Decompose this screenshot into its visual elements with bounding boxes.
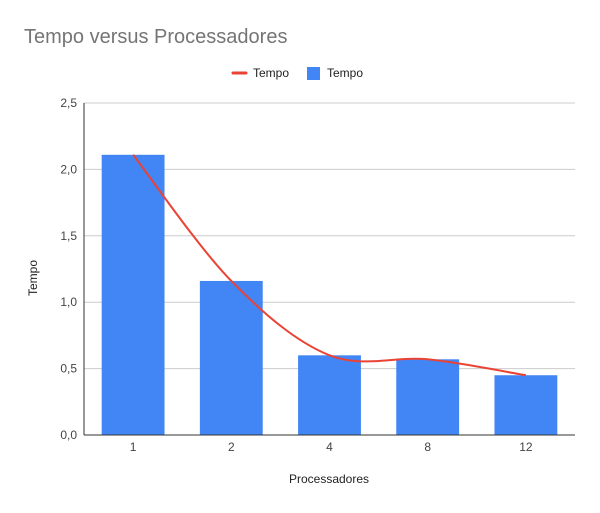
y-tick-label: 1,5 xyxy=(60,229,77,243)
y-tick-label: 2,0 xyxy=(60,162,77,176)
bar-series xyxy=(101,154,558,436)
y-tick-label: 1,0 xyxy=(60,295,77,309)
axes xyxy=(83,103,575,436)
legend-bar-swatch xyxy=(307,67,320,80)
chart-title: Tempo versus Processadores xyxy=(24,26,288,48)
x-tick-label: 12 xyxy=(519,440,533,454)
legend-line-label: Tempo xyxy=(253,66,289,80)
x-tick-label: 8 xyxy=(424,440,431,454)
x-axis-title: Processadores xyxy=(289,472,369,486)
y-tick-label: 2,5 xyxy=(60,96,77,110)
bar xyxy=(494,375,558,435)
x-tick-labels: 1 2 4 8 12 xyxy=(130,440,533,454)
y-tick-label: 0,5 xyxy=(60,362,77,376)
legend: Tempo Tempo xyxy=(231,66,363,80)
y-tick-labels: 0,0 0,5 1,0 1,5 2,0 2,5 xyxy=(60,96,77,442)
bar xyxy=(101,154,165,436)
y-axis-title: Tempo xyxy=(26,260,40,296)
x-tick-label: 4 xyxy=(326,440,333,454)
y-tick-label: 0,0 xyxy=(60,428,77,442)
legend-bar-label: Tempo xyxy=(327,66,363,80)
bar xyxy=(199,280,263,435)
series-line xyxy=(132,154,527,377)
bar xyxy=(298,355,361,435)
x-tick-label: 2 xyxy=(228,440,235,454)
bar xyxy=(396,359,460,435)
line-series xyxy=(132,154,527,377)
x-tick-label: 1 xyxy=(130,440,137,454)
